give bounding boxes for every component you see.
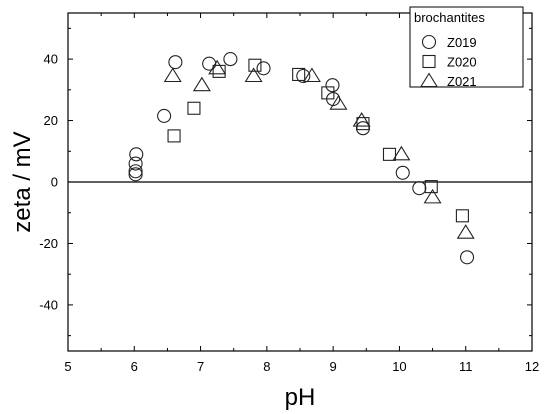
x-tick-label: 11: [459, 359, 473, 374]
circle-marker: [129, 147, 144, 162]
square-marker: [187, 101, 201, 115]
y-tick-label: 20: [44, 113, 58, 128]
circle-marker: [296, 68, 311, 84]
legend-title: brochantites: [414, 10, 485, 25]
circle-marker: [128, 167, 143, 182]
circle-marker: [128, 164, 143, 179]
circle-marker: [325, 78, 340, 93]
legend-entry-label: Z020: [447, 55, 477, 70]
x-tick-label: 5: [64, 359, 71, 374]
triangle-marker: [208, 59, 227, 75]
x-tick-label: 6: [131, 359, 138, 374]
x-tick-label: 12: [525, 359, 539, 374]
circle-marker: [355, 121, 371, 136]
legend-square-icon: [422, 54, 436, 69]
triangle-marker: [163, 67, 182, 83]
square-marker: [356, 117, 370, 131]
y-axis-title: zeta / mV: [9, 131, 36, 232]
y-tick-label: -20: [39, 236, 58, 251]
circle-marker: [157, 108, 172, 123]
data-points: [128, 52, 475, 265]
square-marker: [248, 58, 262, 72]
square-marker: [212, 64, 226, 78]
triangle-marker: [244, 67, 263, 83]
legend-entry-label: Z019: [447, 35, 477, 50]
circle-marker: [256, 61, 271, 76]
square-marker: [292, 67, 306, 82]
triangle-marker: [392, 145, 411, 161]
square-marker: [455, 209, 469, 223]
square-marker: [382, 147, 397, 161]
x-axis-title: pH: [285, 384, 316, 411]
circle-marker: [128, 156, 143, 171]
legend: brochantites Z019 Z020 Z021: [409, 6, 524, 89]
legend-entry-label: Z021: [447, 74, 477, 89]
x-tick-label: 7: [197, 359, 204, 374]
circle-marker: [223, 52, 238, 67]
square-marker: [167, 129, 181, 143]
series-Z021: [163, 59, 475, 239]
triangle-marker: [423, 188, 442, 204]
triangle-marker: [456, 224, 475, 239]
circle-marker: [395, 165, 410, 180]
x-tick-label: 9: [330, 359, 337, 374]
circle-marker: [202, 56, 217, 71]
triangle-marker: [302, 67, 321, 83]
circle-marker: [459, 250, 475, 265]
x-tick-label: 8: [263, 359, 270, 374]
triangle-marker: [192, 76, 211, 92]
y-tick-label: 40: [44, 52, 58, 67]
legend-triangle-icon: [420, 72, 438, 88]
legend-entries: Z019 Z020 Z021: [420, 34, 477, 89]
circle-marker: [168, 55, 183, 70]
axis-ticks: 5 6 7 8 9 10 11 12 -40 -20 0 20 40: [39, 13, 539, 374]
series-Z020: [167, 58, 469, 223]
y-tick-label: 0: [51, 175, 58, 190]
square-marker: [321, 86, 335, 100]
circle-marker: [412, 181, 427, 196]
x-tick-label: 10: [392, 359, 406, 374]
triangle-marker: [352, 111, 371, 127]
legend-circle-icon: [421, 34, 437, 50]
y-tick-label: -40: [39, 297, 58, 312]
triangle-marker: [329, 95, 348, 110]
